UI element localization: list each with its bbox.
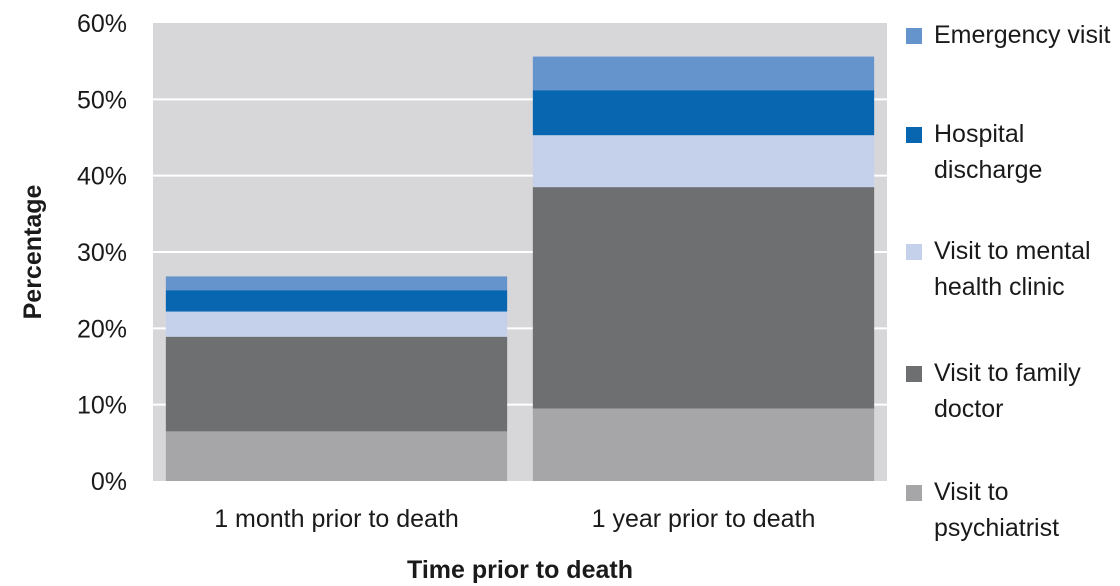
bar-segment bbox=[532, 187, 875, 409]
bar-segment bbox=[165, 311, 508, 337]
y-tick-label: 60% bbox=[77, 10, 127, 38]
legend-item: Visit to mental health clinic bbox=[906, 233, 1114, 305]
legend-swatch bbox=[906, 127, 922, 143]
bar-segment bbox=[532, 56, 875, 91]
legend-item: Emergency visit bbox=[906, 17, 1114, 53]
y-tick-label: 10% bbox=[77, 392, 127, 420]
bars bbox=[165, 56, 875, 481]
legend-swatch bbox=[906, 28, 922, 44]
legend-swatch bbox=[906, 244, 922, 260]
x-axis-ticks: 1 month prior to death 1 year prior to de… bbox=[214, 505, 815, 533]
legend-label: Visit to family doctor bbox=[934, 359, 1081, 423]
bar-segment bbox=[165, 290, 508, 312]
legend-label: Emergency visit bbox=[934, 21, 1111, 49]
x-tick-label: 1 month prior to death bbox=[214, 505, 459, 533]
y-axis-ticks: 0% 10% 20% 30% 40% 50% 60% bbox=[77, 10, 127, 496]
bar-segment bbox=[532, 408, 875, 481]
legend: Emergency visit Hospital discharge Visit t… bbox=[906, 0, 1120, 586]
bar-segment bbox=[532, 135, 875, 188]
legend-label: Visit to mental health clinic bbox=[934, 237, 1091, 301]
legend-item: Hospital discharge bbox=[906, 116, 1114, 188]
x-tick-label: 1 year prior to death bbox=[592, 505, 816, 533]
legend-swatch bbox=[906, 485, 922, 501]
bar-segment bbox=[532, 90, 875, 136]
bar-segment bbox=[165, 336, 508, 432]
y-tick-label: 0% bbox=[91, 468, 127, 496]
stacked-bar-chart: 0% 10% 20% 30% 40% 50% 60% 1 month prior to de… bbox=[19, 10, 887, 584]
bar-segment bbox=[165, 431, 508, 481]
y-tick-label: 30% bbox=[77, 239, 127, 267]
bar-segment bbox=[165, 276, 508, 291]
legend-label: Hospital discharge bbox=[934, 120, 1043, 184]
legend-swatch bbox=[906, 366, 922, 382]
legend-label: Visit to psychiatrist bbox=[934, 478, 1060, 542]
y-tick-label: 40% bbox=[77, 163, 127, 191]
legend-item: Visit to family doctor bbox=[906, 355, 1114, 427]
y-axis-title: Percentage bbox=[19, 185, 47, 320]
y-tick-label: 20% bbox=[77, 315, 127, 343]
y-tick-label: 50% bbox=[77, 86, 127, 114]
legend-item: Visit to psychiatrist bbox=[906, 474, 1114, 546]
x-axis-title: Time prior to death bbox=[407, 556, 633, 584]
